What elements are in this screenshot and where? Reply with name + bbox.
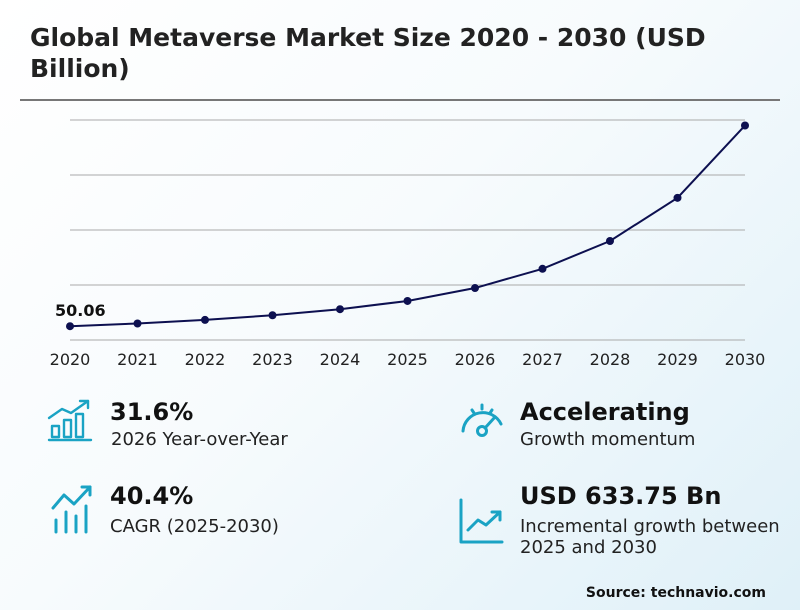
x-tick-label: 2028 <box>590 350 631 369</box>
data-point <box>673 193 682 202</box>
x-tick-label: 2027 <box>522 350 563 369</box>
data-point <box>403 296 412 305</box>
stat-incremental-value: USD 633.75 Bn <box>520 482 722 510</box>
x-tick-label: 2024 <box>320 350 361 369</box>
data-point <box>201 315 209 324</box>
bar-chart-growth-icon <box>47 399 93 442</box>
chart-title: Global Metaverse Market Size 2020 - 2030… <box>30 23 706 83</box>
data-point <box>471 284 479 293</box>
x-tick-label: 2030 <box>725 350 766 369</box>
x-tick-label: 2025 <box>387 350 428 369</box>
x-tick-label: 2023 <box>252 350 293 369</box>
x-axis-ticks: 2020 2021 2022 2023 2024 2025 2026 2027 2028 2029… <box>50 350 766 369</box>
x-tick-label: 2022 <box>185 350 226 369</box>
stat-yoy-label: 2026 Year-over-Year <box>111 429 288 450</box>
data-point <box>336 305 344 314</box>
title-divider <box>20 99 780 101</box>
data-points <box>66 121 749 331</box>
data-point <box>268 311 277 320</box>
x-tick-label: 2020 <box>50 350 91 369</box>
speedometer-icon <box>461 403 503 437</box>
trend-bars-icon <box>51 485 92 534</box>
stat-momentum-value: Accelerating <box>520 398 690 426</box>
stat-cagr-value: 40.4% <box>110 482 194 510</box>
data-labels: 50.06 <box>55 301 106 320</box>
stat-cagr-label: CAGR (2025-2030) <box>110 516 279 537</box>
x-tick-label: 2029 <box>657 350 698 369</box>
series-line <box>69 124 746 328</box>
data-point <box>606 237 614 245</box>
x-tick-label: 2021 <box>117 350 158 369</box>
line-chart: 2020 2021 2022 2023 2024 2025 2026 2027 2028 2029… <box>50 119 766 369</box>
data-point <box>538 264 547 273</box>
data-point <box>741 121 749 130</box>
data-point <box>133 319 142 328</box>
data-label: 50.06 <box>55 301 106 320</box>
data-point <box>66 322 74 331</box>
x-tick-label: 2026 <box>455 350 496 369</box>
stat-momentum-label: Growth momentum <box>520 429 696 450</box>
stat-yoy-value: 31.6% <box>110 398 194 426</box>
gridlines <box>70 119 745 341</box>
stat-incremental-label: Incremental growth between 2025 and 2030 <box>520 516 780 558</box>
line-growth-icon <box>459 498 504 544</box>
source-note: Source: technavio.com <box>585 585 766 601</box>
